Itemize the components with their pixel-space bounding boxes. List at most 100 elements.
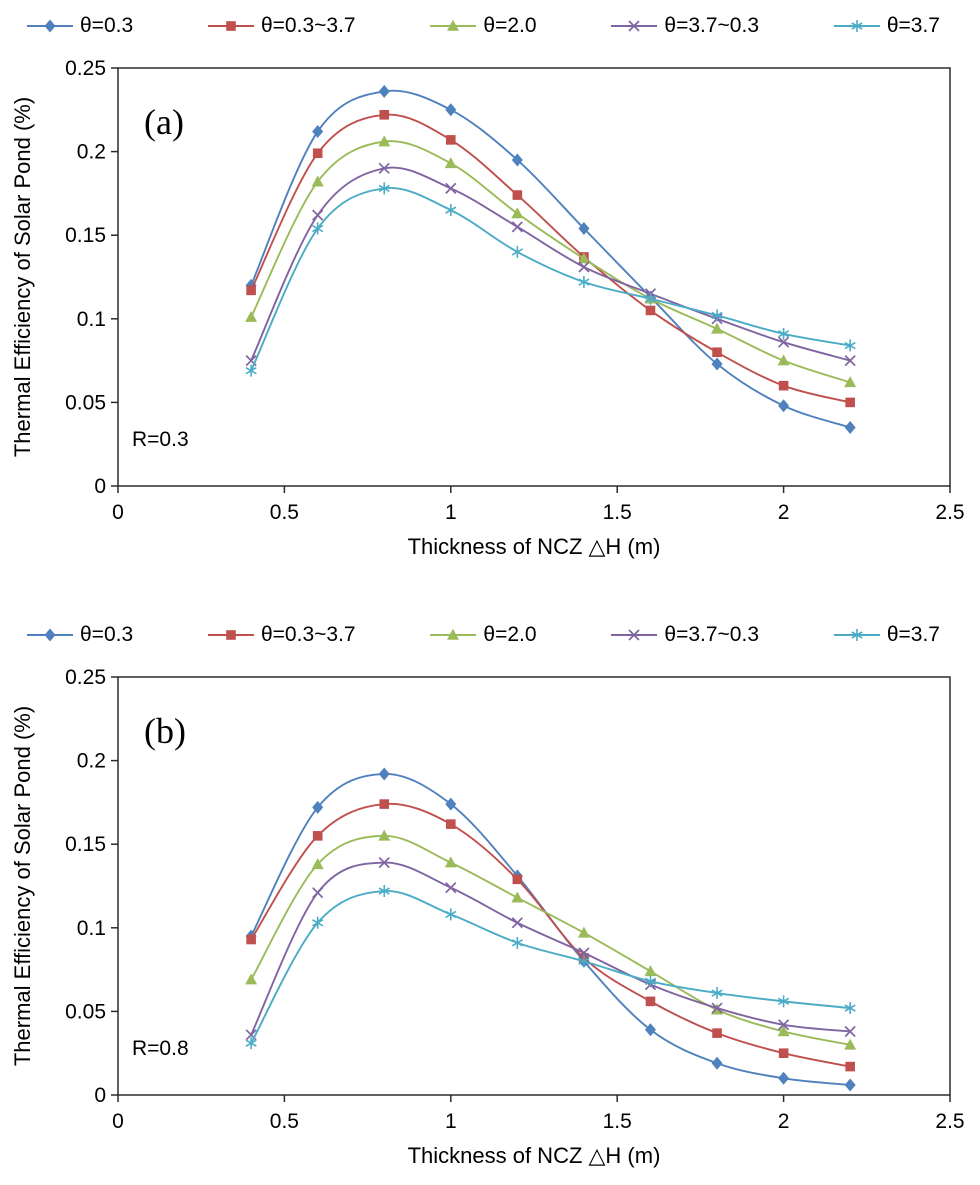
marker-triangle: [844, 376, 857, 388]
series-line: [250, 802, 851, 1068]
marker-square: [645, 305, 656, 316]
marker-square: [379, 799, 390, 809]
marker-square: [312, 831, 323, 841]
marker-square: [712, 347, 722, 358]
y-axis-label: Thermal Efficiency of Solar Pond (%): [10, 706, 35, 1066]
legend-x-icon: [611, 629, 658, 641]
marker-square: [246, 934, 256, 945]
marker-diamond: [711, 357, 723, 371]
marker-diamond: [445, 103, 457, 117]
marker-asterisk: [644, 975, 657, 988]
legend-square-icon: [207, 21, 254, 31]
legend-label: θ=3.7~0.3: [664, 14, 759, 37]
y-tick-label: 0.15: [65, 833, 106, 856]
y-tick-label: 0.2: [77, 141, 106, 164]
legend-asterisk-icon: [833, 20, 880, 32]
panel-label: (b): [144, 711, 186, 751]
marker-diamond: [378, 84, 390, 98]
legend-label: θ=2.0: [483, 623, 537, 646]
legend-label: θ=3.7: [886, 14, 940, 37]
legend-diamond-icon: [27, 19, 73, 33]
marker-x: [378, 162, 390, 174]
legend: θ=0.3 θ=0.3~3.7 θ=2.0 θ=3.7~0.3 θ=3.7: [0, 6, 980, 46]
y-tick-label: 0.1: [77, 917, 106, 940]
marker-triangle: [777, 1025, 790, 1037]
marker-x: [511, 917, 523, 929]
x-tick-label: 2: [778, 1110, 790, 1133]
legend-label: θ=0.3~3.7: [260, 623, 356, 646]
series-line: [250, 861, 851, 1036]
series-line: [250, 187, 851, 372]
marker-triangle: [311, 858, 324, 870]
marker-x: [844, 354, 856, 367]
panel-label: (a): [144, 102, 184, 142]
x-tick-label: 2: [778, 501, 790, 524]
marker-x: [378, 856, 390, 869]
marker-triangle: [444, 856, 457, 868]
marker-triangle: [447, 628, 460, 640]
y-tick-label: 0: [94, 475, 106, 498]
chart-panel-b: θ=0.3 θ=0.3~3.7 θ=2.0 θ=3.7~0.3 θ=3.7 0 0.5 1 1…: [0, 615, 980, 1180]
legend-triangle-icon: [430, 628, 477, 640]
marker-diamond: [312, 800, 324, 814]
series-line: [250, 890, 851, 1044]
marker-asterisk: [578, 276, 590, 289]
marker-triangle: [245, 973, 258, 985]
series-line: [250, 140, 851, 384]
legend-item: θ=0.3~3.7: [207, 14, 356, 38]
x-tick-label: 1: [445, 1110, 457, 1133]
x-axis-label: Thickness of NCZ △H (m): [408, 1143, 661, 1168]
marker-triangle: [711, 322, 724, 334]
y-tick-label: 0.25: [65, 666, 106, 689]
marker-diamond: [844, 420, 856, 434]
marker-triangle: [444, 157, 457, 169]
x-axis-label: Thickness of NCZ △H (m): [408, 534, 661, 559]
marker-square: [845, 1061, 855, 1072]
marker-x: [511, 221, 523, 233]
marker-square: [246, 285, 256, 296]
marker-x: [312, 887, 324, 899]
y-tick-label: 0.15: [65, 224, 106, 247]
marker-x: [628, 20, 641, 32]
marker-x: [777, 1019, 790, 1031]
marker-square: [226, 630, 236, 640]
legend-item: θ=2.0: [429, 14, 537, 38]
x-tick-label: 1.5: [603, 1110, 632, 1133]
marker-square: [712, 1028, 722, 1038]
marker-diamond: [644, 1023, 656, 1037]
marker-square: [446, 135, 456, 145]
plot-frame: [117, 67, 951, 487]
y-tick-label: 0.05: [65, 1000, 106, 1023]
marker-asterisk: [778, 327, 790, 340]
marker-triangle: [378, 135, 391, 147]
marker-triangle: [511, 891, 524, 903]
marker-triangle: [577, 252, 590, 264]
x-tick-label: 2.5: [935, 1110, 964, 1133]
x-tick-label: 0: [112, 501, 124, 524]
marker-x: [844, 1025, 856, 1038]
y-tick-label: 0: [94, 1084, 106, 1107]
marker-asterisk: [312, 916, 324, 929]
marker-asterisk: [312, 222, 324, 235]
legend-label: θ=0.3: [80, 623, 134, 646]
marker-asterisk: [511, 245, 523, 258]
marker-square: [645, 996, 656, 1007]
marker-asterisk: [245, 1037, 257, 1050]
x-tick-label: 1: [445, 501, 457, 524]
legend-item: θ=0.3: [26, 623, 133, 647]
marker-triangle: [511, 207, 524, 219]
legend-item: θ=3.7: [833, 14, 940, 38]
marker-triangle: [844, 1038, 857, 1050]
marker-x: [445, 882, 457, 894]
marker-square: [379, 110, 390, 120]
marker-triangle: [777, 354, 790, 366]
legend: θ=0.3 θ=0.3~3.7 θ=2.0 θ=3.7~0.3 θ=3.7: [0, 615, 980, 655]
marker-x: [711, 1002, 723, 1014]
marker-square: [226, 21, 236, 31]
legend-diamond-icon: [27, 628, 73, 642]
legend-item: θ=3.7~0.3: [610, 623, 759, 647]
marker-asterisk: [778, 995, 790, 1008]
x-tick-label: 1.5: [603, 501, 632, 524]
legend-x-icon: [611, 20, 658, 32]
